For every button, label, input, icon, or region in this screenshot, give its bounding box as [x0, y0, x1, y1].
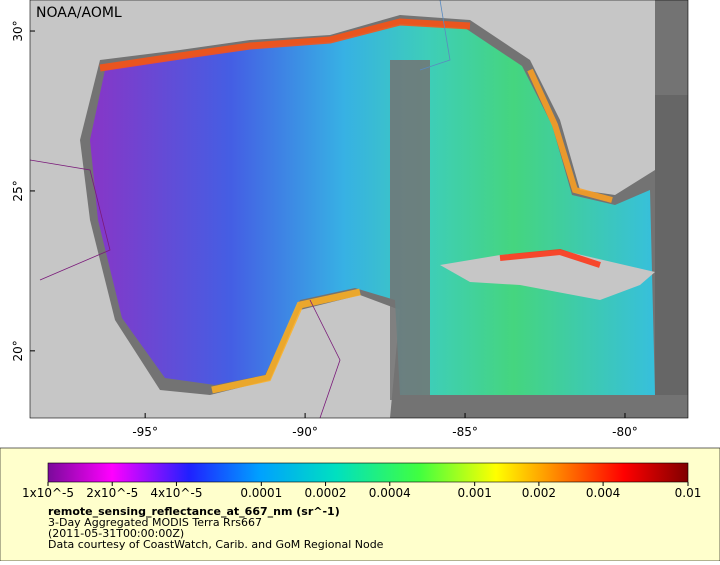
colorbar-tick-label: 0.004	[586, 486, 620, 500]
coastal-signal	[499, 248, 601, 268]
coastal-signal	[99, 18, 471, 72]
y-tick-label: 30°	[11, 20, 25, 41]
map-label: NOAA/AOML	[36, 5, 122, 21]
coastal-signal	[527, 68, 613, 203]
colorbar-tick-label: 0.01	[675, 486, 702, 500]
y-tick-label: 20°	[11, 340, 25, 361]
legend-line: (2011-05-31T00:00:00Z)	[48, 527, 184, 540]
legend-line: Data courtesy of CoastWatch, Carib. and …	[48, 538, 384, 551]
y-tick-label: 25°	[11, 180, 25, 201]
x-tick-label: -90°	[292, 425, 318, 439]
map-frame	[29, 0, 689, 419]
no-data-swath	[655, 95, 688, 395]
cuba	[440, 250, 655, 300]
colorbar-tick-label: 0.002	[522, 486, 556, 500]
colorbar-title: remote_sensing_reflectance_at_667_nm (sr…	[48, 505, 340, 518]
colorbar-tick-label: 2x10^-5	[86, 486, 138, 500]
border	[309, 299, 341, 418]
colorbar-tick-label: 0.0001	[240, 486, 282, 500]
colorbar-tick-label: 0.0002	[305, 486, 347, 500]
map: NOAA/AOML	[30, 0, 688, 418]
legend-line: 3-Day Aggregated MODIS Terra Rrs667	[48, 516, 262, 529]
no-data-swath	[390, 60, 430, 400]
colorbar-tick-label: 0.001	[457, 486, 491, 500]
x-tick-label: -80°	[612, 425, 638, 439]
river	[419, 0, 451, 71]
colorbar-tick-label: 0.0004	[369, 486, 411, 500]
x-tick-label: -95°	[132, 425, 158, 439]
border	[30, 159, 111, 281]
x-tick-label: -85°	[452, 425, 478, 439]
colorbar-tick-label: 1x10^-5	[22, 486, 74, 500]
colorbar	[47, 462, 689, 483]
colorbar-tick-label: 4x10^-5	[150, 486, 202, 500]
satellite-data	[90, 24, 655, 395]
coastal-signal	[211, 288, 361, 394]
